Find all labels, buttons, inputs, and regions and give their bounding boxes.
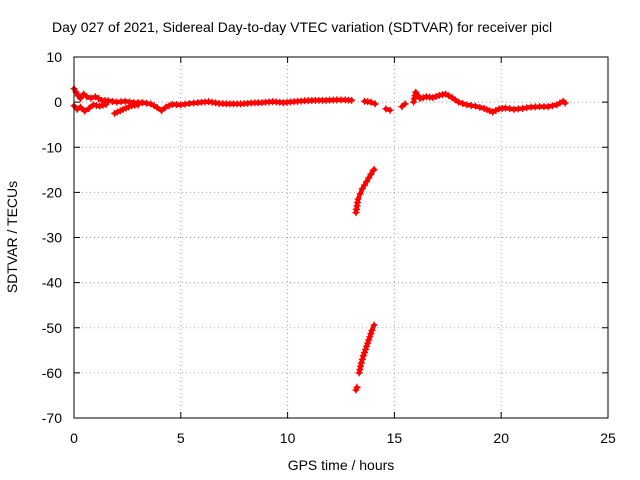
y-tick-label: -30 xyxy=(42,230,62,246)
data-point xyxy=(363,342,371,350)
data-point xyxy=(87,94,95,102)
data-point xyxy=(134,101,142,109)
data-point xyxy=(121,97,129,105)
data-point xyxy=(489,108,497,116)
data-point xyxy=(177,101,185,109)
data-point xyxy=(358,355,366,363)
data-point xyxy=(356,366,364,374)
data-point xyxy=(367,330,375,338)
axis-ticks: 0 5 10 15 20 25 10 0 -10 -20 -30 -40 -50 -60 -70 xyxy=(42,49,616,446)
data-point xyxy=(368,326,376,334)
data-point xyxy=(519,104,527,112)
data-point xyxy=(523,104,531,112)
data-point xyxy=(365,336,373,344)
data-point xyxy=(360,349,368,357)
data-point xyxy=(83,93,91,101)
data-point xyxy=(410,98,418,106)
data-point xyxy=(492,106,500,114)
data-point xyxy=(463,101,471,109)
data-point xyxy=(81,107,89,115)
data-point xyxy=(181,100,189,108)
data-point xyxy=(153,104,161,112)
y-tick-label: -10 xyxy=(42,139,62,155)
data-point xyxy=(99,101,107,109)
data-point xyxy=(459,99,467,107)
x-tick-label: 0 xyxy=(70,430,78,446)
data-point xyxy=(96,102,104,110)
data-point xyxy=(104,97,112,105)
data-point xyxy=(416,95,424,103)
data-point xyxy=(432,92,440,100)
data-point xyxy=(165,102,173,110)
data-point xyxy=(356,190,364,198)
data-point xyxy=(370,165,378,173)
data-point xyxy=(548,102,556,110)
data-point xyxy=(371,100,379,108)
x-tick-label: 10 xyxy=(280,430,296,446)
data-point xyxy=(102,100,110,108)
data-point xyxy=(357,362,365,370)
data-point xyxy=(357,359,365,367)
data-point xyxy=(506,105,514,113)
data-point xyxy=(355,369,363,377)
data-point xyxy=(382,105,390,113)
data-point xyxy=(358,185,366,193)
data-point xyxy=(108,97,116,105)
data-point xyxy=(76,103,84,111)
data-point xyxy=(365,174,373,182)
data-point xyxy=(367,98,375,106)
data-points xyxy=(70,85,569,394)
x-tick-label: 5 xyxy=(177,430,185,446)
data-point xyxy=(386,106,394,114)
x-tick-label: 20 xyxy=(493,430,509,446)
data-point xyxy=(353,383,361,391)
data-point xyxy=(143,99,151,107)
data-point xyxy=(360,181,368,189)
data-point xyxy=(501,104,509,112)
data-point xyxy=(454,98,462,106)
y-tick-label: 10 xyxy=(46,49,62,65)
x-tick-label: 25 xyxy=(600,430,616,446)
data-point xyxy=(429,94,437,102)
grid-lines xyxy=(74,57,608,418)
data-point xyxy=(162,103,170,111)
y-axis-label: SDTVAR / TECUs xyxy=(4,181,20,293)
data-point xyxy=(401,100,409,108)
chart-title: Day 027 of 2021, Sidereal Day-to-day VTE… xyxy=(52,19,552,35)
x-tick-label: 15 xyxy=(387,430,403,446)
y-tick-label: -50 xyxy=(42,320,62,336)
y-tick-label: -20 xyxy=(42,184,62,200)
data-point xyxy=(359,352,367,360)
y-tick-label: -60 xyxy=(42,365,62,381)
data-point xyxy=(364,339,372,347)
data-point xyxy=(370,321,378,329)
y-tick-label: -40 xyxy=(42,275,62,291)
data-point xyxy=(362,345,370,353)
data-point xyxy=(544,103,552,111)
data-point xyxy=(369,167,377,175)
y-tick-label: -70 xyxy=(42,410,62,426)
data-point xyxy=(367,170,375,178)
data-point xyxy=(363,178,371,186)
data-point xyxy=(158,107,166,115)
data-point xyxy=(92,102,100,110)
data-point xyxy=(348,96,356,104)
data-point xyxy=(467,102,475,110)
x-axis-label: GPS time / hours xyxy=(288,457,395,473)
y-tick-label: 0 xyxy=(54,94,62,110)
data-point xyxy=(85,104,93,112)
data-point xyxy=(561,99,569,107)
data-point xyxy=(366,333,374,341)
data-point xyxy=(435,91,443,99)
data-point xyxy=(89,101,97,109)
data-point xyxy=(354,195,362,203)
data-point xyxy=(76,95,84,103)
data-point xyxy=(419,94,427,102)
data-point xyxy=(138,99,146,107)
data-point xyxy=(472,102,480,110)
data-point xyxy=(476,103,484,111)
data-point xyxy=(438,91,446,99)
